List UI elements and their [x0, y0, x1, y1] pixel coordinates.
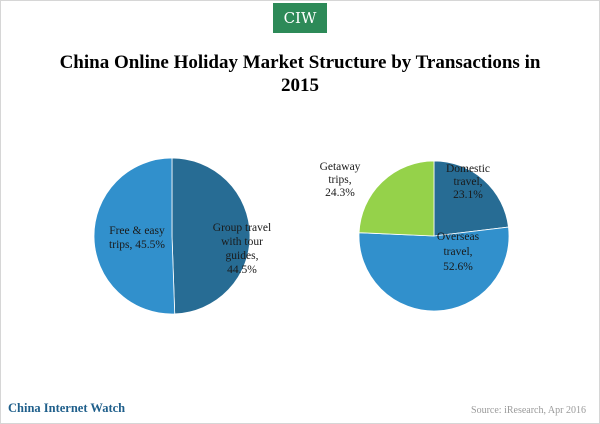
slice-label: Free & easy trips, 45.5% [109, 225, 165, 251]
pie-slice [358, 226, 510, 312]
brand-badge: CIW [273, 3, 327, 33]
brand-name: China Internet Watch [8, 401, 126, 415]
pie-chart-left: Group travel with tour guides, 44.5% Free & … [93, 157, 271, 315]
slice-label: Domestic travel, 23.1% [446, 163, 490, 201]
pie-slice [171, 157, 251, 315]
slice-label: Getaway trips, 24.3% [320, 161, 361, 199]
pie-chart-right: Domestic travel, 23.1% Overseas travel, 52.6%… [320, 160, 510, 312]
slice-label: Group travel with tour guides, 44.5% [213, 222, 271, 276]
pie-slice [358, 160, 435, 237]
slice-label: Overseas travel, 52.6% [437, 231, 480, 273]
chart-title: China Online Holiday Market Structure by… [59, 52, 541, 96]
pie-slice [93, 157, 176, 315]
source-note: Source: iResearch, Apr 2016 [471, 405, 586, 416]
pie-slice [433, 160, 509, 237]
